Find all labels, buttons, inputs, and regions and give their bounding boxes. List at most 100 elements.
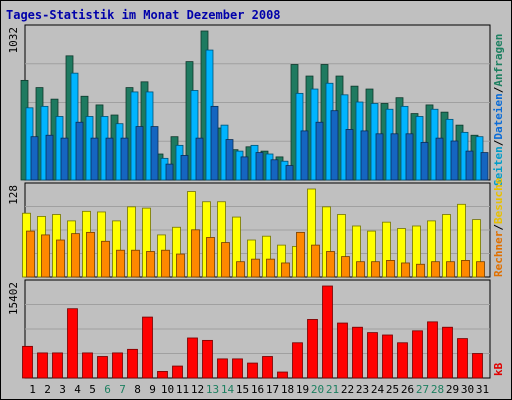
day-label: 11 bbox=[176, 383, 189, 396]
bar-seiten bbox=[180, 155, 189, 181]
bar-rechner bbox=[356, 261, 365, 278]
bar-rechner bbox=[86, 231, 95, 278]
bar-seiten bbox=[90, 137, 99, 181]
day-label: 4 bbox=[74, 383, 81, 396]
bar-rechner bbox=[311, 244, 320, 278]
day-label: 30 bbox=[461, 383, 474, 396]
bar-rechner bbox=[371, 261, 380, 278]
bar-seiten bbox=[195, 137, 204, 181]
y-max-label: 128 bbox=[7, 185, 20, 205]
bar-rechner bbox=[446, 261, 455, 278]
bar-rechner bbox=[401, 262, 410, 278]
legend-top: Seiten/Dateien/Anfragen bbox=[492, 34, 505, 186]
bar-seiten bbox=[480, 152, 489, 181]
bar-kb bbox=[367, 332, 378, 379]
day-label: 21 bbox=[326, 383, 339, 396]
bar-seiten bbox=[300, 130, 309, 181]
legend-item-dateien: Dateien bbox=[492, 93, 505, 139]
bar-kb bbox=[442, 326, 453, 379]
bar-seiten bbox=[60, 137, 69, 181]
day-label: 29 bbox=[446, 383, 459, 396]
bar-rechner bbox=[461, 260, 470, 278]
bar-kb bbox=[202, 339, 213, 379]
bar-kb bbox=[142, 316, 153, 379]
day-label: 1 bbox=[29, 383, 36, 396]
day-label: 25 bbox=[386, 383, 399, 396]
bar-rechner bbox=[176, 253, 185, 278]
bar-kb bbox=[337, 322, 348, 379]
bar-seiten bbox=[255, 152, 264, 181]
bar-rechner bbox=[116, 249, 125, 278]
day-label: 14 bbox=[221, 383, 235, 396]
bar-seiten bbox=[210, 105, 219, 181]
bar-seiten bbox=[75, 121, 84, 181]
day-label: 8 bbox=[134, 383, 141, 396]
bar-rechner bbox=[191, 229, 200, 278]
bar-rechner bbox=[56, 239, 65, 278]
day-label: 17 bbox=[266, 383, 279, 396]
bar-rechner bbox=[251, 258, 260, 278]
bar-kb bbox=[307, 319, 318, 379]
legend-item-anfragen: Anfragen bbox=[492, 34, 505, 87]
bar-kb bbox=[352, 326, 363, 379]
day-label: 3 bbox=[59, 383, 66, 396]
bar-rechner bbox=[266, 258, 275, 278]
day-label: 5 bbox=[89, 383, 96, 396]
bar-rechner bbox=[236, 261, 245, 278]
bar-seiten bbox=[420, 142, 429, 181]
chart-title: Tages-Statistik im Monat Dezember 2008 bbox=[6, 8, 281, 22]
legend-separator: / bbox=[492, 224, 505, 231]
bar-kb bbox=[52, 352, 63, 379]
bar-seiten bbox=[105, 137, 114, 181]
day-label: 13 bbox=[206, 383, 219, 396]
bar-seiten bbox=[45, 134, 54, 181]
bar-rechner bbox=[326, 251, 335, 278]
bar-seiten bbox=[285, 165, 294, 181]
day-label: 24 bbox=[371, 383, 385, 396]
bar-rechner bbox=[416, 263, 425, 278]
bar-rechner bbox=[431, 261, 440, 278]
y-max-label: 1032 bbox=[7, 27, 20, 54]
legend-item-rechner: Rechner bbox=[492, 230, 505, 277]
bar-rechner bbox=[71, 233, 80, 278]
bar-kb bbox=[397, 342, 408, 379]
legend-item-seiten: Seiten bbox=[492, 146, 505, 186]
day-label: 10 bbox=[161, 383, 174, 396]
day-label: 22 bbox=[341, 383, 354, 396]
legend-separator: / bbox=[492, 86, 505, 93]
bar-kb bbox=[382, 334, 393, 379]
day-label: 23 bbox=[356, 383, 369, 396]
bar-rechner bbox=[341, 256, 350, 278]
bar-rechner bbox=[221, 242, 230, 278]
day-label: 16 bbox=[251, 383, 264, 396]
bar-kb bbox=[37, 352, 48, 379]
bar-kb bbox=[277, 371, 288, 379]
legend-item-kb: kB bbox=[492, 362, 505, 376]
bar-kb bbox=[292, 342, 303, 379]
bar-seiten bbox=[345, 129, 354, 181]
bar-seiten bbox=[330, 110, 339, 181]
bar-kb bbox=[472, 353, 483, 379]
bar-seiten bbox=[315, 121, 324, 181]
bar-kb bbox=[427, 321, 438, 379]
bar-kb bbox=[127, 348, 138, 379]
bar-seiten bbox=[375, 133, 384, 181]
bar-seiten bbox=[135, 126, 144, 181]
bar-kb bbox=[412, 330, 423, 379]
bar-seiten bbox=[150, 126, 159, 181]
bar-kb bbox=[232, 358, 243, 379]
day-label: 31 bbox=[476, 383, 489, 396]
bar-rechner bbox=[206, 237, 215, 278]
bar-rechner bbox=[296, 231, 305, 278]
day-label: 18 bbox=[281, 383, 294, 396]
bar-seiten bbox=[30, 136, 39, 181]
bar-seiten bbox=[465, 150, 474, 181]
day-label: 26 bbox=[401, 383, 414, 396]
bar-seiten bbox=[120, 137, 129, 181]
bar-rechner bbox=[26, 230, 35, 278]
day-label: 2 bbox=[44, 383, 51, 396]
day-label: 7 bbox=[119, 383, 126, 396]
bar-kb bbox=[247, 362, 258, 379]
bar-kb bbox=[262, 356, 273, 379]
